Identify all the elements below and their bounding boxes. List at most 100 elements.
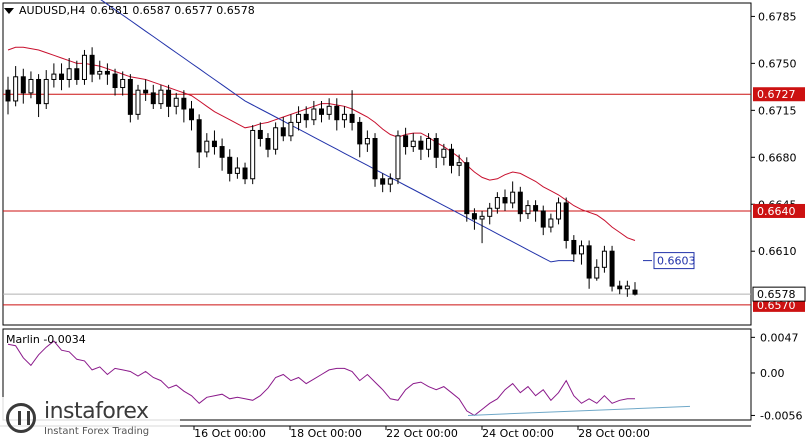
candle-body: [624, 285, 630, 290]
main-panel-frame: [2, 2, 752, 326]
candle-body: [479, 215, 485, 220]
candle-body: [525, 205, 531, 215]
oscillator-label: Marlin -0.0034: [6, 333, 86, 346]
candle-body: [127, 78, 133, 115]
osc-y-tick-label: -0.0056: [760, 409, 802, 422]
candle-body: [632, 289, 638, 295]
candle-body: [349, 113, 355, 123]
candle-body: [380, 178, 386, 185]
candle-body: [250, 129, 256, 180]
candle-body: [143, 89, 149, 94]
dropdown-triangle-icon[interactable]: [4, 7, 14, 14]
candle-body: [441, 148, 447, 158]
instaforex-logo: instaforex Instant Forex Trading: [0, 397, 180, 443]
candle-body: [158, 89, 164, 105]
candle-body: [265, 138, 271, 150]
candle-body: [234, 167, 240, 174]
candle-body: [448, 148, 454, 166]
candle-body: [494, 197, 500, 209]
logo-tagline: Instant Forex Trading: [44, 426, 150, 437]
x-tick-label: 18 Oct 00:00: [290, 427, 362, 440]
logo-brand: instaforex: [44, 399, 149, 424]
candle-body: [617, 285, 623, 290]
candle-body: [410, 140, 416, 148]
candle-body: [556, 202, 562, 220]
candle-body: [357, 121, 363, 145]
candle-body: [74, 68, 80, 80]
candle-body: [89, 54, 95, 75]
candle-body: [464, 162, 470, 215]
x-tick-label: 24 Oct 00:00: [482, 427, 554, 440]
candle-body: [319, 108, 324, 115]
candle-body: [395, 135, 401, 180]
candle-body: [418, 140, 424, 150]
y-tick-label: 0.6785: [758, 10, 797, 23]
candle-body: [36, 78, 42, 105]
level-price-label: 0.6570: [757, 299, 796, 312]
candle-body: [204, 140, 210, 153]
level-price-tag: [753, 203, 805, 218]
x-tick-label: 22 Oct 00:00: [386, 427, 458, 440]
current-price-tag: [752, 286, 806, 302]
candle-body: [571, 239, 577, 255]
level-price-label: 0.6640: [757, 205, 796, 218]
candle-body: [150, 92, 156, 105]
candle-body: [601, 250, 607, 268]
candle-body: [5, 89, 11, 102]
candle-body: [403, 135, 409, 148]
symbol-label: AUDUSD,H4: [19, 4, 86, 17]
candle-body: [387, 178, 393, 185]
candle-body: [586, 245, 592, 279]
oscillator-panel-frame: [2, 328, 752, 421]
osc-y-tick-label: 0.00: [760, 367, 785, 380]
candle-body: [196, 119, 202, 153]
candle-body: [81, 54, 87, 80]
candle-body: [303, 113, 309, 121]
candle-body: [433, 138, 439, 158]
candle-body: [487, 207, 493, 217]
candle-body: [257, 129, 263, 140]
candle-body: [517, 191, 523, 215]
candle-body: [13, 76, 19, 102]
x-tick-label: 16 Oct 00:00: [194, 427, 266, 440]
instaforex-logo-icon: [6, 403, 36, 433]
candle-body: [181, 97, 187, 110]
candle-body: [372, 138, 378, 180]
candle-body: [173, 97, 179, 107]
candle-body: [280, 127, 286, 137]
candle-body: [242, 167, 248, 180]
candle-body: [326, 105, 332, 115]
ohlc-values: 0.6581 0.6587 0.6577 0.6578: [90, 4, 255, 17]
y-tick-label: 0.6610: [758, 245, 797, 258]
level-price-label: 0.6727: [757, 88, 796, 101]
marlin-oscillator-line: [7, 340, 635, 417]
candle-body: [296, 113, 302, 123]
candle-body: [578, 245, 584, 255]
candle-body: [609, 250, 615, 287]
candle-body: [548, 218, 554, 228]
candle-body: [364, 138, 370, 145]
y-tick-label: 0.6680: [758, 151, 797, 164]
candle-body: [510, 191, 516, 204]
candle-body: [540, 210, 546, 228]
candle-body: [51, 73, 57, 80]
candle-body: [166, 89, 172, 107]
blue-line-price-tag: [653, 252, 695, 270]
candle-body: [341, 113, 347, 121]
candle-body: [66, 68, 72, 80]
candle-body: [219, 146, 225, 158]
candle-body: [120, 78, 126, 89]
current-price-label: 0.6578: [757, 288, 796, 301]
chart-header: AUDUSD,H4 0.6581 0.6587 0.6577 0.6578: [4, 4, 255, 17]
candle-body: [227, 156, 233, 174]
candle-body: [594, 266, 600, 279]
candle-body: [28, 78, 34, 94]
candle-body: [456, 162, 462, 166]
candle-body: [471, 213, 477, 220]
candle-body: [334, 105, 340, 121]
candle-body: [189, 108, 195, 121]
y-tick-label: 0.6715: [758, 104, 797, 117]
candle-body: [533, 205, 539, 212]
